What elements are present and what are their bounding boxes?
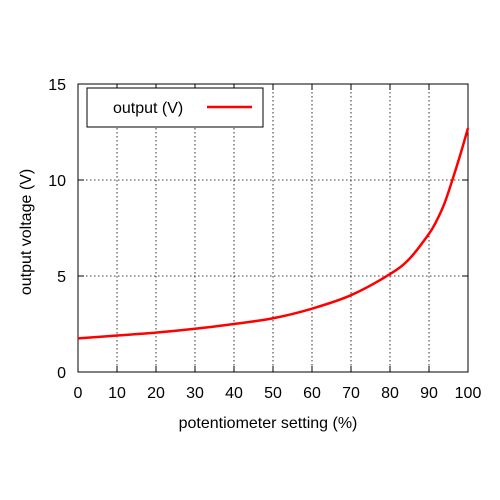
- y-tick-label: 5: [57, 269, 66, 286]
- x-tick-label: 60: [303, 385, 321, 402]
- series-line-output: [77, 127, 470, 340]
- x-tick-label: 50: [264, 385, 282, 402]
- x-axis-label: potentiometer setting (%): [179, 415, 358, 432]
- grid: [78, 84, 468, 372]
- x-tick-label: 40: [225, 385, 243, 402]
- x-tick-label: 30: [186, 385, 204, 402]
- legend: output (V): [86, 87, 264, 128]
- x-tick-label: 80: [381, 385, 399, 402]
- x-tick-label: 70: [342, 385, 360, 402]
- x-tick-label: 90: [420, 385, 438, 402]
- x-tick-label: 10: [108, 385, 126, 402]
- x-tick-label: 20: [147, 385, 165, 402]
- y-tick-label: 10: [48, 173, 66, 190]
- plot-area: 0 10 20 30 40 50 60 70 80 90 100 0 5 10 15: [48, 77, 481, 402]
- y-tick-label: 15: [48, 77, 66, 94]
- y-axis-label: output voltage (V): [18, 169, 35, 295]
- x-axis-ticks: 0 10 20 30 40 50 60 70 80 90 100: [74, 84, 482, 402]
- legend-label: output (V): [113, 100, 183, 117]
- y-axis-ticks: 0 5 10 15: [48, 77, 468, 382]
- y-tick-label: 0: [57, 365, 66, 382]
- x-tick-label: 0: [74, 385, 83, 402]
- x-tick-label: 100: [455, 385, 482, 402]
